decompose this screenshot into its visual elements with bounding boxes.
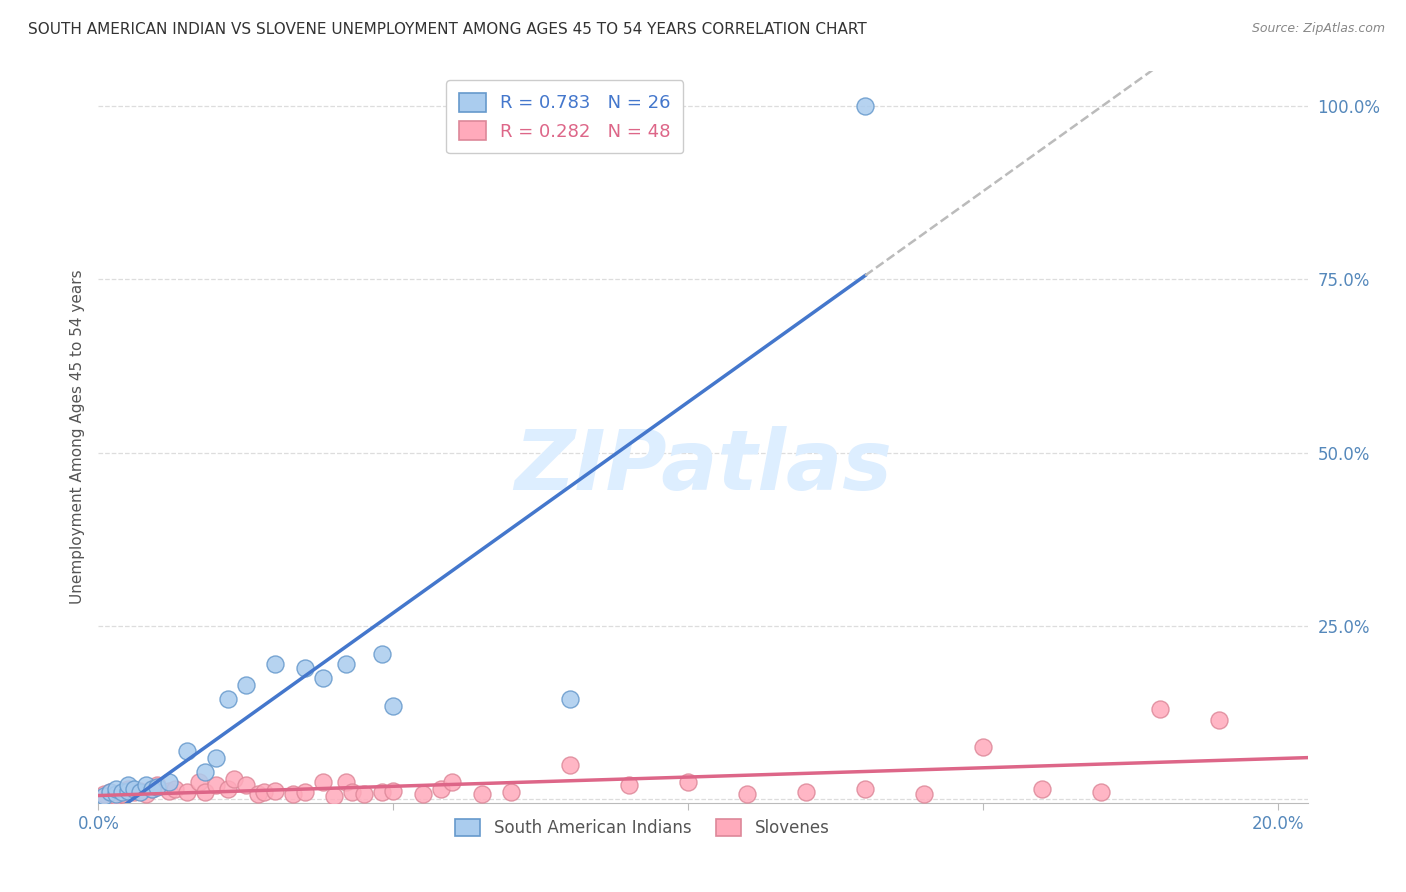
Point xyxy=(141,781,163,796)
Point xyxy=(176,744,198,758)
Point xyxy=(853,781,876,796)
Point xyxy=(105,789,128,803)
Point xyxy=(335,657,357,672)
Point xyxy=(353,787,375,801)
Point xyxy=(222,772,245,786)
Point xyxy=(1208,713,1230,727)
Point xyxy=(128,784,150,798)
Point xyxy=(194,764,217,779)
Point xyxy=(217,691,239,706)
Point xyxy=(311,775,333,789)
Point xyxy=(205,750,228,764)
Point xyxy=(735,787,758,801)
Point xyxy=(93,787,115,801)
Point xyxy=(157,784,180,798)
Point xyxy=(1090,785,1112,799)
Point xyxy=(1149,702,1171,716)
Point xyxy=(560,757,582,772)
Text: Source: ZipAtlas.com: Source: ZipAtlas.com xyxy=(1251,22,1385,36)
Point xyxy=(311,671,333,685)
Point xyxy=(117,779,139,793)
Point xyxy=(105,787,128,801)
Point xyxy=(853,99,876,113)
Point xyxy=(111,787,134,801)
Point xyxy=(1031,781,1053,796)
Point xyxy=(678,775,700,789)
Point xyxy=(471,787,494,801)
Point xyxy=(235,779,257,793)
Point xyxy=(794,785,817,799)
Point xyxy=(135,787,157,801)
Point xyxy=(382,784,405,798)
Point xyxy=(146,779,169,793)
Point xyxy=(264,784,287,798)
Point xyxy=(323,789,346,803)
Point xyxy=(111,785,134,799)
Point xyxy=(157,775,180,789)
Text: ZIPatlas: ZIPatlas xyxy=(515,425,891,507)
Point xyxy=(135,779,157,793)
Point xyxy=(98,785,121,799)
Point xyxy=(165,781,187,796)
Point xyxy=(205,779,228,793)
Point xyxy=(412,787,434,801)
Point xyxy=(117,784,139,798)
Point xyxy=(122,785,145,799)
Point xyxy=(264,657,287,672)
Point xyxy=(176,785,198,799)
Point xyxy=(340,785,363,799)
Point xyxy=(146,780,169,794)
Point xyxy=(105,781,128,796)
Legend: South American Indians, Slovenes: South American Indians, Slovenes xyxy=(447,811,838,846)
Point xyxy=(117,781,139,796)
Point xyxy=(235,678,257,692)
Point xyxy=(370,785,392,799)
Point xyxy=(217,781,239,796)
Point xyxy=(122,781,145,796)
Point xyxy=(501,785,523,799)
Point xyxy=(619,779,641,793)
Point xyxy=(441,775,464,789)
Point xyxy=(187,775,209,789)
Point xyxy=(252,785,274,799)
Point xyxy=(429,781,451,796)
Point xyxy=(294,785,316,799)
Point xyxy=(128,785,150,799)
Point xyxy=(294,660,316,674)
Point xyxy=(246,787,269,801)
Point xyxy=(194,785,217,799)
Text: SOUTH AMERICAN INDIAN VS SLOVENE UNEMPLOYMENT AMONG AGES 45 TO 54 YEARS CORRELAT: SOUTH AMERICAN INDIAN VS SLOVENE UNEMPLO… xyxy=(28,22,868,37)
Point xyxy=(93,789,115,803)
Point xyxy=(281,787,304,801)
Point xyxy=(382,698,405,713)
Point xyxy=(560,691,582,706)
Point xyxy=(335,775,357,789)
Point xyxy=(912,787,935,801)
Y-axis label: Unemployment Among Ages 45 to 54 years: Unemployment Among Ages 45 to 54 years xyxy=(69,269,84,605)
Point xyxy=(98,785,121,799)
Point xyxy=(141,781,163,796)
Point xyxy=(972,740,994,755)
Point xyxy=(370,647,392,661)
